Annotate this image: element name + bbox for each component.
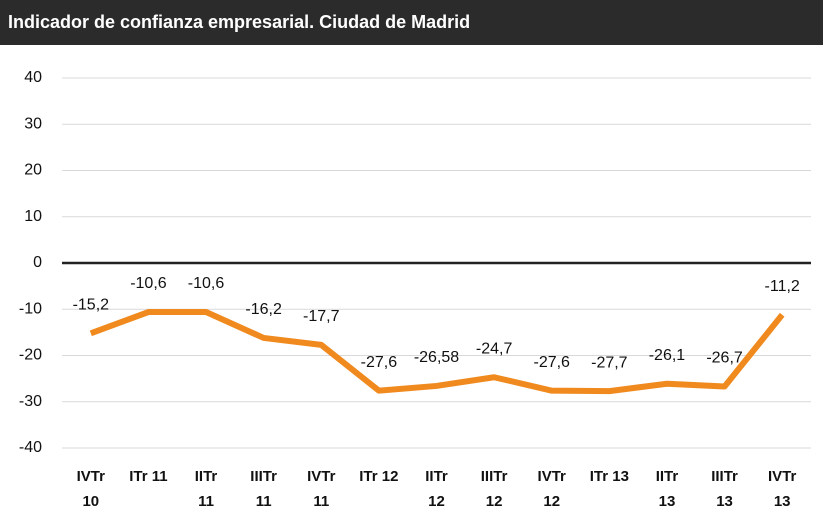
data-label: -10,6: [130, 275, 167, 292]
x-tick-label: IITr 12: [425, 468, 448, 510]
x-tick-label: IIITr 11: [250, 468, 277, 510]
x-tick-label: IIITr 12: [480, 468, 508, 510]
x-tick-label: IVTr 13: [768, 468, 797, 510]
x-tick-label: ITr 11: [129, 468, 168, 485]
y-tick-label: 0: [33, 254, 42, 271]
y-tick-label: 40: [24, 69, 42, 86]
data-label: -15,2: [73, 297, 110, 314]
x-tick-label: IIITr 13: [711, 468, 738, 510]
data-label: -26,7: [706, 350, 743, 367]
x-tick-label: IVTr 11: [307, 468, 336, 510]
data-label: -27,7: [591, 354, 628, 371]
series-line: [89, 309, 785, 395]
y-tick-label: -10: [19, 300, 42, 317]
x-tick-label: ITr 12: [359, 468, 399, 485]
x-tick-label: IVTr 12: [537, 468, 566, 510]
x-tick-label: IITr 13: [655, 468, 679, 510]
x-tick-label: IVTr 10: [76, 468, 105, 510]
y-tick-label: -30: [19, 393, 42, 410]
y-tick-label: -40: [19, 439, 42, 456]
data-label: -26,1: [649, 347, 686, 364]
data-label: -27,6: [361, 354, 398, 371]
y-tick-label: -20: [19, 347, 42, 364]
data-label: -27,6: [533, 354, 570, 371]
chart-title: Indicador de confianza empresarial. Ciud…: [0, 0, 823, 45]
data-label: -16,2: [245, 301, 282, 318]
data-label: -11,2: [765, 278, 800, 295]
y-tick-label: 20: [24, 162, 42, 179]
data-label: -17,7: [303, 308, 340, 325]
data-label: -26,58: [414, 349, 459, 366]
y-tick-label: 30: [24, 115, 42, 132]
x-tick-label: IITr 11: [194, 468, 218, 510]
x-tick-label: ITr 13: [589, 468, 629, 485]
data-label: -10,6: [188, 275, 225, 292]
data-label: -24,7: [476, 340, 513, 357]
y-tick-label: 10: [24, 208, 42, 225]
